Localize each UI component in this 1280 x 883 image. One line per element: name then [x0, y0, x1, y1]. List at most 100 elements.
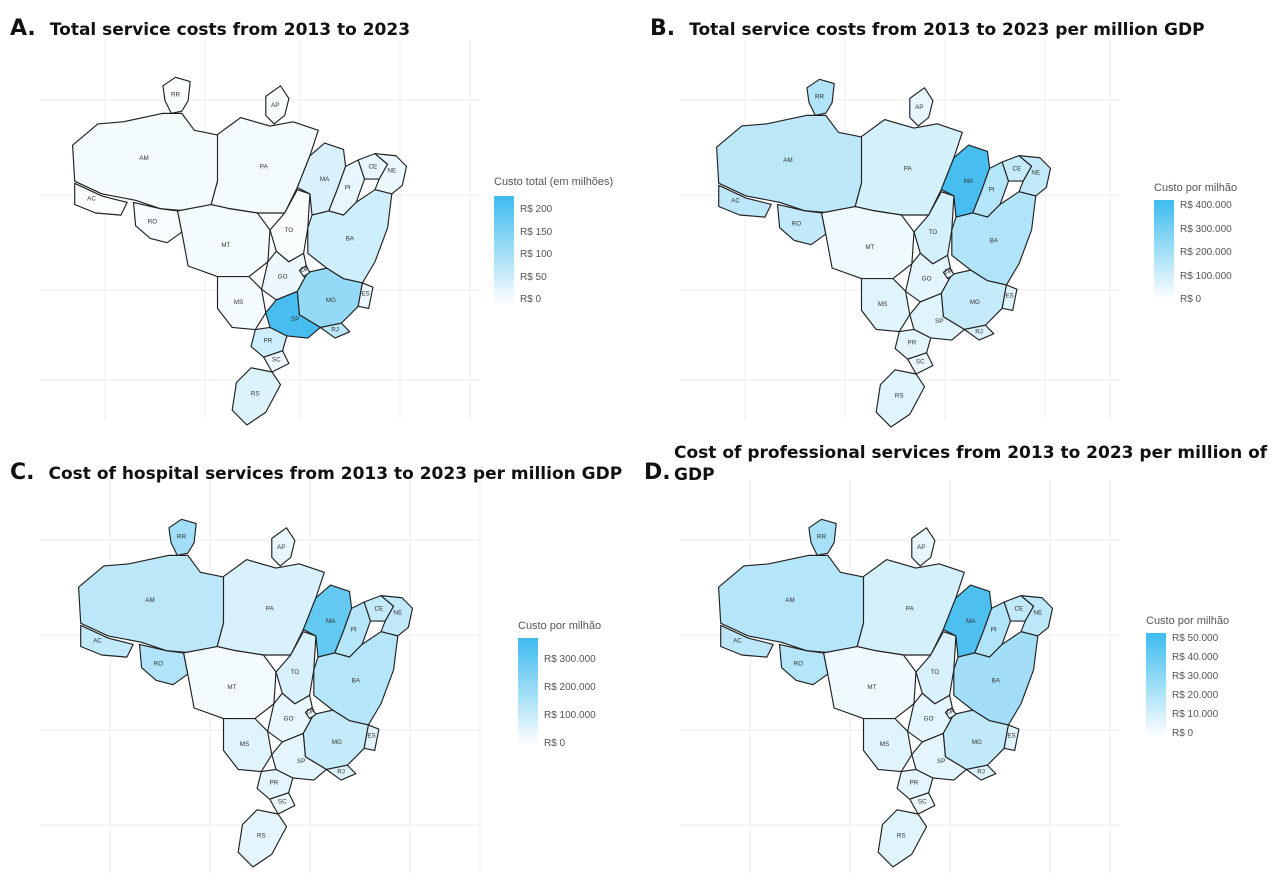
state-es	[1001, 284, 1018, 311]
state-ba	[307, 189, 393, 284]
state-label: CE	[1013, 165, 1022, 172]
state-ba	[951, 191, 1037, 286]
state-label: PA	[260, 163, 269, 170]
state-label: MT	[867, 684, 876, 691]
legend-tick: R$ 0	[1180, 294, 1202, 305]
state-label: RJ	[975, 329, 983, 336]
state-label: TO	[285, 227, 294, 234]
state-rs	[231, 367, 282, 426]
state-ac	[720, 624, 774, 658]
state-to	[269, 189, 311, 263]
state-label: AC	[731, 197, 740, 204]
state-label: GO	[924, 716, 934, 723]
state-rs	[237, 809, 288, 868]
legend-tick: R$ 30.000	[1172, 671, 1219, 682]
state-label: RO	[792, 221, 802, 228]
legend-tick: R$ 100	[520, 249, 553, 260]
panel-letter: C.	[10, 460, 35, 485]
legend-colorbar	[518, 638, 538, 746]
state-rr	[168, 518, 197, 556]
state-label: CE	[1015, 605, 1024, 612]
state-es	[1003, 724, 1020, 751]
state-label: CE	[369, 163, 378, 170]
state-label: CE	[375, 605, 384, 612]
state-label: PA	[906, 605, 915, 612]
state-ap	[911, 527, 936, 567]
panel-d: D. Cost of professional services from 201…	[640, 440, 1280, 883]
state-df	[942, 267, 955, 280]
state-label: RR	[177, 533, 187, 540]
state-label: PR	[908, 339, 917, 346]
state-label: RR	[171, 91, 181, 98]
state-rs	[875, 369, 926, 428]
legend: Custo por milhão R$ 50.000 R$ 40.000 R$ 30…	[1146, 615, 1266, 745]
legend-title: Custo por milhão	[518, 620, 602, 632]
state-label: MA	[320, 176, 330, 183]
legend: Custo total (em milhões) R$ 200 R$ 150 R$ …	[494, 176, 644, 316]
state-rr	[806, 78, 835, 116]
state-label: NE	[1031, 170, 1040, 177]
state-rj	[965, 764, 997, 781]
state-es	[363, 724, 380, 751]
legend: Custo por milhão R$ 400.000 R$ 300.000 R$ …	[1154, 182, 1274, 312]
state-label: GO	[278, 274, 288, 281]
state-label: PR	[910, 779, 919, 786]
legend-tick: R$ 10.000	[1172, 709, 1219, 720]
state-ms	[860, 278, 911, 333]
state-ms	[862, 718, 913, 773]
state-to	[913, 191, 955, 265]
state-label: RJ	[337, 769, 345, 776]
state-mt	[177, 203, 271, 278]
state-label: MT	[221, 242, 230, 249]
state-label: NE	[393, 610, 402, 617]
state-label: SC	[278, 798, 287, 805]
legend-title: Custo por milhão	[1154, 182, 1238, 194]
state-label: AP	[271, 102, 279, 109]
state-sc	[263, 350, 290, 373]
state-label: RS	[251, 390, 260, 397]
state-label: NE	[1033, 610, 1042, 617]
state-rj	[319, 322, 351, 339]
panel-c: C. Cost of hospital services from 2013 to…	[0, 440, 640, 883]
state-label: RS	[897, 832, 906, 839]
legend-colorbar	[1154, 200, 1174, 300]
legend-tick: R$ 150	[520, 226, 553, 238]
state-label: SC	[272, 356, 281, 363]
state-ro	[778, 643, 829, 686]
state-rs	[877, 809, 928, 868]
state-label: PI	[351, 627, 357, 634]
state-label: PI	[345, 185, 351, 192]
state-label: MS	[234, 299, 243, 306]
state-label: AM	[785, 597, 794, 604]
state-rr	[162, 76, 191, 114]
brazil-map: AC AM RR AP PA RO MT MS GO TO MA PI CE NE BA MG SP RJ ES PR…	[680, 480, 1120, 873]
state-label: AP	[277, 544, 285, 551]
state-ms	[216, 276, 267, 331]
legend: Custo por milhão R$ 300.000 R$ 200.000 R$ …	[518, 620, 638, 750]
state-label: PR	[270, 779, 279, 786]
state-label: DF	[306, 708, 315, 715]
legend-tick: R$ 0	[1172, 728, 1194, 739]
state-ba	[313, 631, 399, 726]
state-label: BA	[346, 236, 355, 243]
state-label: ES	[361, 291, 369, 298]
state-mt	[823, 645, 917, 720]
panel-title-text: Cost of hospital services from 2013 to 2…	[48, 464, 623, 484]
state-ac	[80, 624, 134, 658]
state-label: SC	[916, 358, 925, 365]
state-label: SP	[937, 758, 945, 765]
state-rj	[325, 764, 357, 781]
state-ro	[132, 201, 183, 244]
state-label: DF	[300, 266, 309, 273]
state-label: RR	[817, 533, 827, 540]
state-label: MA	[964, 178, 974, 185]
panel-title: C. Cost of hospital services from 2013 to…	[10, 462, 622, 485]
state-label: RO	[794, 661, 804, 668]
panel-title-text: Total service costs from 2013 to 2023	[49, 20, 411, 40]
state-label: ES	[1007, 733, 1015, 740]
state-label: GO	[284, 716, 294, 723]
state-label: BA	[992, 678, 1001, 685]
panel-a: A. Total service costs from 2013 to 2023 …	[0, 0, 640, 430]
state-ap	[909, 87, 934, 127]
state-label: MG	[972, 739, 982, 746]
